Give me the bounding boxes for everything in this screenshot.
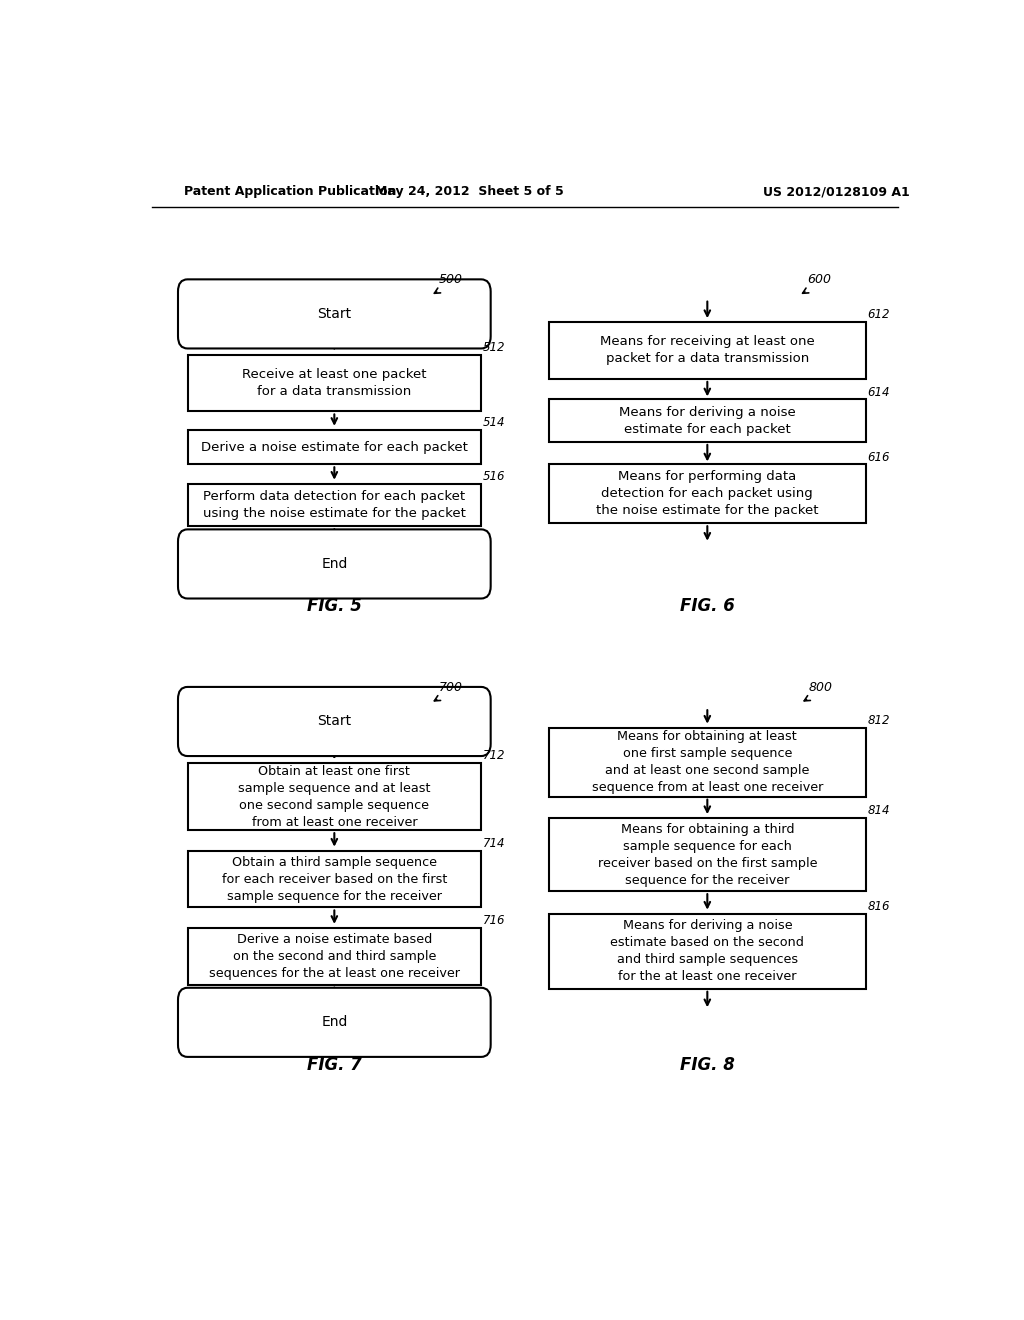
FancyBboxPatch shape: [178, 686, 490, 756]
Text: FIG. 7: FIG. 7: [307, 1056, 361, 1074]
Text: Receive at least one packet
for a data transmission: Receive at least one packet for a data t…: [242, 368, 427, 399]
Text: 616: 616: [867, 451, 890, 465]
FancyBboxPatch shape: [549, 465, 866, 523]
Text: Obtain a third sample sequence
for each receiver based on the first
sample seque: Obtain a third sample sequence for each …: [221, 855, 447, 903]
Text: FIG. 8: FIG. 8: [680, 1056, 735, 1074]
Text: 500: 500: [439, 273, 463, 286]
FancyBboxPatch shape: [178, 529, 490, 598]
Text: 812: 812: [867, 714, 890, 726]
Text: 512: 512: [482, 341, 505, 354]
FancyBboxPatch shape: [187, 430, 481, 465]
Text: Means for obtaining at least
one first sample sequence
and at least one second s: Means for obtaining at least one first s…: [592, 730, 823, 795]
Text: Means for deriving a noise
estimate based on the second
and third sample sequenc: Means for deriving a noise estimate base…: [610, 919, 804, 983]
FancyBboxPatch shape: [549, 818, 866, 891]
Text: 712: 712: [482, 750, 505, 762]
Text: FIG. 6: FIG. 6: [680, 597, 735, 615]
FancyBboxPatch shape: [187, 928, 481, 985]
FancyBboxPatch shape: [187, 355, 481, 412]
FancyBboxPatch shape: [187, 483, 481, 527]
FancyBboxPatch shape: [549, 399, 866, 442]
FancyBboxPatch shape: [178, 280, 490, 348]
Text: Obtain at least one first
sample sequence and at least
one second sample sequenc: Obtain at least one first sample sequenc…: [239, 764, 430, 829]
Text: 716: 716: [482, 913, 505, 927]
Text: Patent Application Publication: Patent Application Publication: [183, 185, 396, 198]
FancyBboxPatch shape: [549, 727, 866, 797]
Text: 714: 714: [482, 837, 505, 850]
Text: 612: 612: [867, 308, 890, 321]
Text: Derive a noise estimate based
on the second and third sample
sequences for the a: Derive a noise estimate based on the sec…: [209, 933, 460, 979]
FancyBboxPatch shape: [187, 850, 481, 907]
Text: Means for obtaining a third
sample sequence for each
receiver based on the first: Means for obtaining a third sample seque…: [598, 822, 817, 887]
Text: 514: 514: [482, 416, 505, 429]
Text: Means for performing data
detection for each packet using
the noise estimate for: Means for performing data detection for …: [596, 470, 818, 517]
Text: End: End: [322, 1015, 347, 1030]
Text: Means for deriving a noise
estimate for each packet: Means for deriving a noise estimate for …: [618, 405, 796, 436]
Text: 814: 814: [867, 804, 890, 817]
Text: May 24, 2012  Sheet 5 of 5: May 24, 2012 Sheet 5 of 5: [375, 185, 563, 198]
Text: Perform data detection for each packet
using the noise estimate for the packet: Perform data detection for each packet u…: [203, 490, 466, 520]
Text: Start: Start: [317, 308, 351, 321]
Text: 816: 816: [867, 899, 890, 912]
FancyBboxPatch shape: [549, 322, 866, 379]
Text: 700: 700: [439, 681, 463, 694]
Text: Derive a noise estimate for each packet: Derive a noise estimate for each packet: [201, 441, 468, 454]
Text: 600: 600: [807, 273, 831, 286]
Text: US 2012/0128109 A1: US 2012/0128109 A1: [763, 185, 909, 198]
Text: End: End: [322, 557, 347, 572]
FancyBboxPatch shape: [178, 987, 490, 1057]
FancyBboxPatch shape: [549, 913, 866, 989]
FancyBboxPatch shape: [187, 763, 481, 830]
Text: FIG. 5: FIG. 5: [307, 597, 361, 615]
Text: 516: 516: [482, 470, 505, 483]
Text: Start: Start: [317, 714, 351, 729]
Text: 614: 614: [867, 387, 890, 399]
Text: 800: 800: [809, 681, 833, 694]
Text: Means for receiving at least one
packet for a data transmission: Means for receiving at least one packet …: [600, 335, 815, 366]
